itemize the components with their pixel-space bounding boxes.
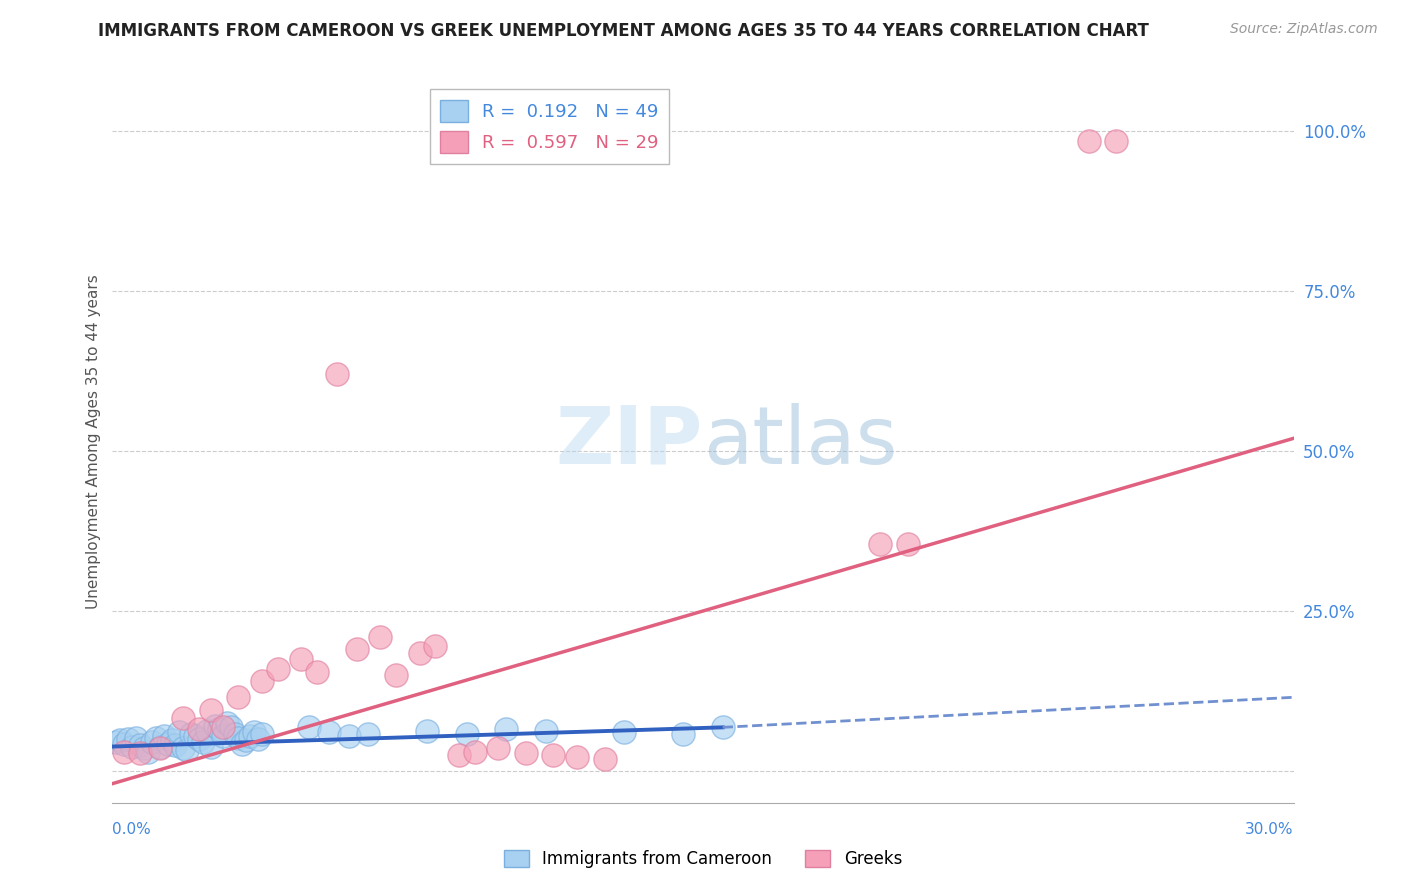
- Point: [195, 724, 218, 739]
- Point: [613, 725, 636, 739]
- Point: [149, 739, 172, 754]
- Point: [1105, 134, 1128, 148]
- Point: [132, 741, 155, 756]
- Text: Source: ZipAtlas.com: Source: ZipAtlas.com: [1230, 22, 1378, 37]
- Text: atlas: atlas: [703, 402, 897, 481]
- Point: [346, 642, 368, 657]
- Point: [243, 725, 266, 739]
- Point: [239, 729, 262, 743]
- Point: [711, 720, 734, 734]
- Point: [110, 733, 132, 747]
- Point: [172, 741, 194, 756]
- Point: [184, 729, 207, 743]
- Point: [565, 749, 588, 764]
- Text: 0.0%: 0.0%: [112, 822, 152, 837]
- Point: [228, 690, 250, 705]
- Point: [307, 665, 329, 679]
- Text: ZIP: ZIP: [555, 402, 703, 481]
- Point: [869, 537, 891, 551]
- Point: [208, 723, 231, 737]
- Point: [231, 737, 253, 751]
- Point: [247, 731, 270, 746]
- Point: [298, 720, 321, 734]
- Point: [117, 731, 139, 746]
- Point: [188, 723, 211, 737]
- Point: [200, 739, 222, 754]
- Point: [172, 711, 194, 725]
- Legend: Immigrants from Cameroon, Greeks: Immigrants from Cameroon, Greeks: [498, 843, 908, 875]
- Point: [145, 731, 167, 745]
- Point: [112, 745, 135, 759]
- Point: [593, 752, 616, 766]
- Point: [337, 729, 360, 743]
- Point: [152, 729, 174, 743]
- Point: [464, 745, 486, 759]
- Point: [1077, 134, 1099, 148]
- Point: [191, 735, 214, 749]
- Legend: R =  0.192   N = 49, R =  0.597   N = 29: R = 0.192 N = 49, R = 0.597 N = 29: [430, 89, 669, 164]
- Point: [136, 745, 159, 759]
- Point: [129, 746, 152, 760]
- Point: [125, 731, 148, 745]
- Point: [368, 630, 391, 644]
- Point: [495, 723, 517, 737]
- Point: [149, 741, 172, 756]
- Point: [112, 737, 135, 751]
- Point: [543, 747, 565, 762]
- Point: [188, 731, 211, 746]
- Point: [211, 720, 233, 734]
- Point: [224, 727, 246, 741]
- Point: [318, 725, 340, 739]
- Point: [267, 661, 290, 675]
- Point: [425, 639, 447, 653]
- Point: [250, 674, 273, 689]
- Point: [290, 652, 312, 666]
- Point: [235, 733, 257, 747]
- Point: [121, 739, 143, 754]
- Text: 30.0%: 30.0%: [1246, 822, 1294, 837]
- Point: [176, 743, 198, 757]
- Point: [515, 746, 537, 760]
- Point: [416, 724, 439, 739]
- Point: [534, 724, 557, 739]
- Text: IMMIGRANTS FROM CAMEROON VS GREEK UNEMPLOYMENT AMONG AGES 35 TO 44 YEARS CORRELA: IMMIGRANTS FROM CAMEROON VS GREEK UNEMPL…: [98, 22, 1149, 40]
- Point: [250, 727, 273, 741]
- Point: [672, 727, 695, 741]
- Y-axis label: Unemployment Among Ages 35 to 44 years: Unemployment Among Ages 35 to 44 years: [86, 274, 101, 609]
- Point: [165, 738, 187, 752]
- Point: [129, 738, 152, 752]
- Point: [200, 703, 222, 717]
- Point: [897, 537, 920, 551]
- Point: [204, 719, 226, 733]
- Point: [105, 735, 128, 749]
- Point: [219, 720, 242, 734]
- Point: [156, 737, 179, 751]
- Point: [160, 733, 183, 747]
- Point: [385, 668, 408, 682]
- Point: [141, 735, 163, 749]
- Point: [180, 727, 202, 741]
- Point: [211, 729, 233, 743]
- Point: [228, 731, 250, 745]
- Point: [215, 715, 238, 730]
- Point: [456, 727, 478, 741]
- Point: [408, 646, 430, 660]
- Point: [357, 727, 380, 741]
- Point: [486, 741, 509, 756]
- Point: [447, 747, 470, 762]
- Point: [326, 368, 349, 382]
- Point: [169, 725, 191, 739]
